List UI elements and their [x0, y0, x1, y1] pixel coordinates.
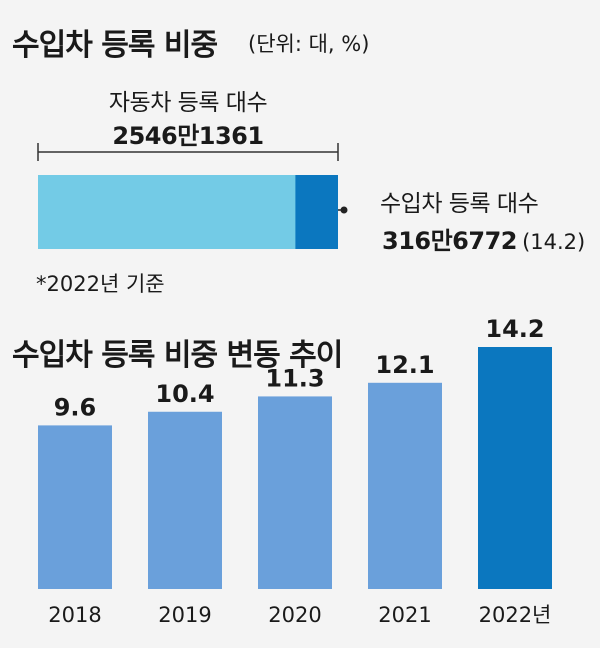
import-label: 수입차 등록 대수 — [380, 191, 539, 217]
value-label-2018: 9.6 — [54, 393, 97, 421]
bar-2020 — [258, 396, 332, 589]
bar-2022년 — [478, 347, 552, 589]
category-label-2021: 2021 — [378, 603, 431, 627]
import-value-row: 316만6772 (14.2) — [382, 221, 585, 256]
import-share-text: (14.2) — [522, 230, 586, 254]
bar-2019 — [148, 411, 222, 589]
value-label-2022년: 14.2 — [485, 315, 544, 343]
import-segment — [295, 175, 338, 249]
total-label: 자동차 등록 대수 — [108, 90, 268, 116]
bar-2018 — [38, 425, 112, 589]
composition-bar-chart — [37, 143, 348, 249]
composition-title: 수입차 등록 비중 — [12, 28, 218, 63]
value-label-2019: 10.4 — [155, 380, 214, 408]
value-label-2020: 11.3 — [265, 364, 324, 392]
value-label-2021: 12.1 — [375, 351, 434, 379]
category-label-2022년: 2022년 — [479, 603, 552, 627]
trend-title: 수입차 등록 비중 변동 추이 — [12, 338, 343, 373]
import-leader-dot — [340, 206, 348, 214]
category-label-2020: 2020 — [268, 603, 321, 627]
total-value: 2546만1361 — [112, 122, 264, 150]
total-segment — [38, 175, 338, 249]
footnote: *2022년 기준 — [36, 272, 165, 296]
category-label-2018: 2018 — [48, 603, 101, 627]
unit-note: (단위: 대, %) — [248, 32, 370, 56]
bar-2021 — [368, 382, 442, 589]
import-value: 316만6772 — [382, 227, 517, 255]
category-label-2019: 2019 — [158, 603, 211, 627]
